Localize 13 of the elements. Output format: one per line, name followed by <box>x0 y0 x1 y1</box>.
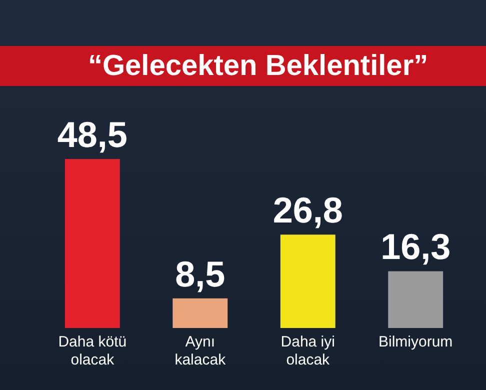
data-label: 16,3 <box>380 226 451 268</box>
x-tick-label: Daha kötü olacak <box>58 334 127 368</box>
x-tick-label: Bilmiyorum <box>378 334 453 350</box>
bar <box>388 271 444 328</box>
data-label: 48,5 <box>57 114 128 155</box>
chart-title: “Gelecekten Beklentiler” <box>0 46 486 86</box>
data-label: 26,8 <box>272 190 343 231</box>
bar <box>64 159 120 328</box>
bar <box>172 298 228 328</box>
bar <box>280 234 336 328</box>
x-tick-label: Daha iyi olacak <box>280 334 335 368</box>
x-tick-label: Aynı kalacak <box>174 334 226 368</box>
data-label: 8,5 <box>175 253 226 294</box>
